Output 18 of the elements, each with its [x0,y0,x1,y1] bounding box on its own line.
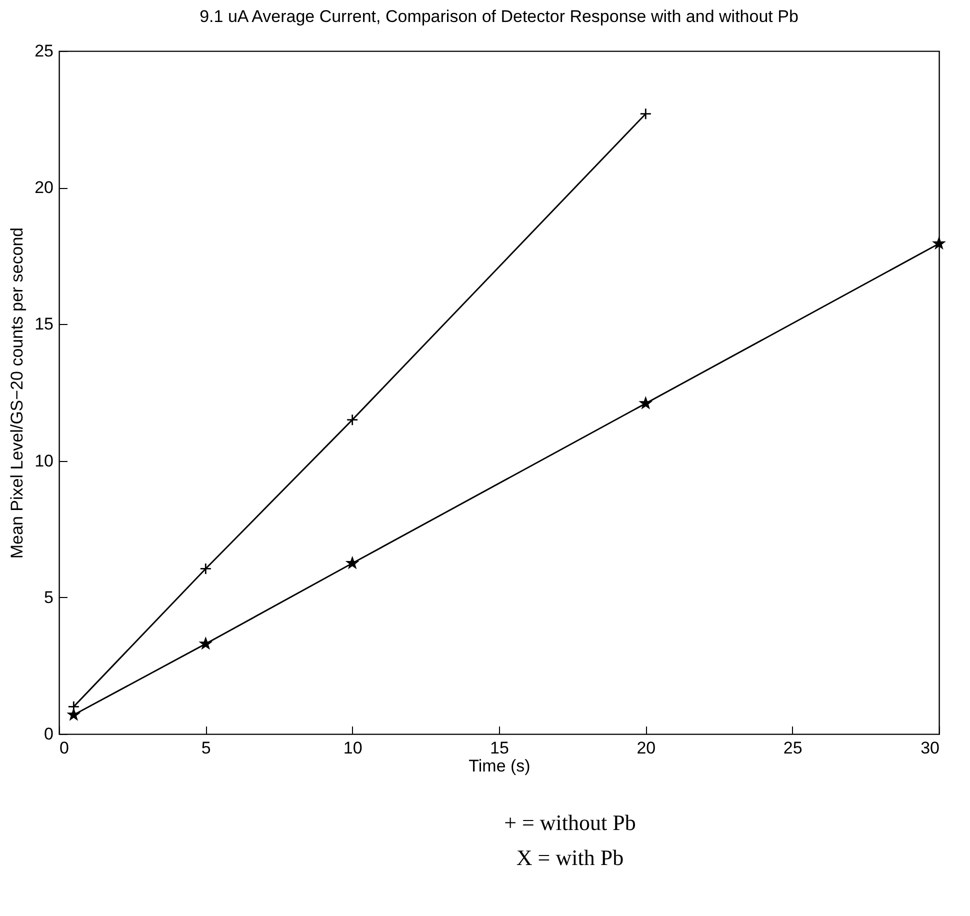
y-tick-label: 20 [34,178,54,198]
text: + = without Pb [503,809,637,837]
y-axis-title: Mean Pixel Level/GS−20 counts per second [8,227,27,559]
x-tick-label: 30 [920,738,940,758]
x-tick-label: 25 [783,738,802,758]
x-tick-label: 20 [636,738,656,758]
y-tick-label: 15 [34,314,54,334]
y-tick-label: 0 [44,724,54,744]
x-tick-label: 10 [343,738,362,758]
y-tick-label: 10 [34,451,54,470]
x-tick-label: 15 [490,738,509,758]
x-tick-label: 0 [60,738,69,758]
x-axis-title: Time (s) [468,756,530,776]
x-tick-label: 5 [201,738,211,758]
y-tick-label: 5 [44,588,54,607]
text: X = with Pb [515,844,625,872]
chart-title: 9.1 uA Average Current, Comparison of Detector Response with and without Pb [200,7,798,26]
y-tick-label: 25 [34,42,54,60]
